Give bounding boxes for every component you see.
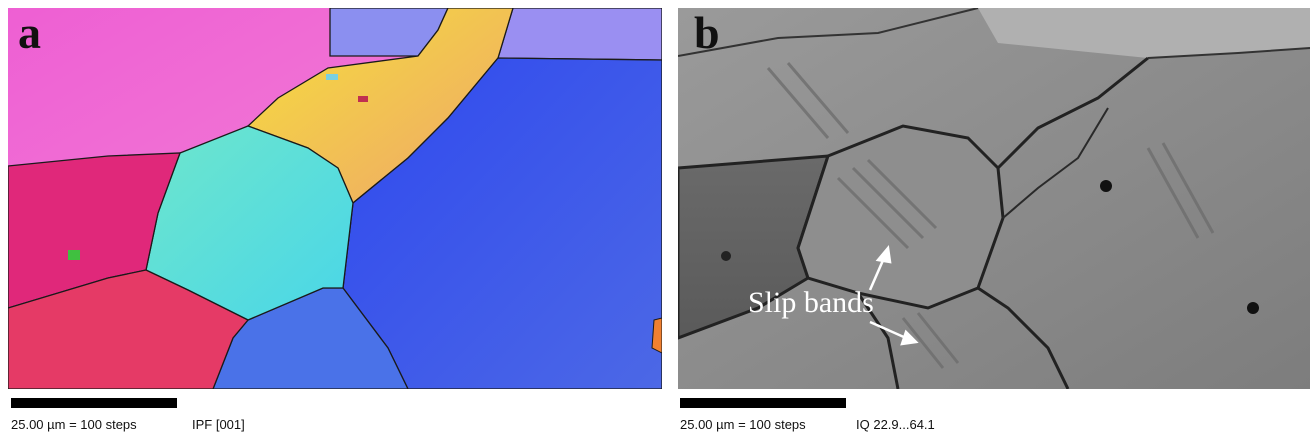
ipf-orientation-map [8,8,662,389]
map-type-label-b: IQ 22.9...64.1 [856,417,935,432]
map-type-label-a: IPF [001] [192,417,245,432]
iq-grain-image [678,8,1310,389]
panel-letter-b: b [694,7,720,58]
scale-text-b: 25.00 µm = 100 steps [680,417,806,432]
ipf-grain-image [8,8,662,389]
scale-text-a: 25.00 µm = 100 steps [11,417,137,432]
panel-a-ipf-map: a 25.00 µm = 100 steps IPF [001] [8,7,662,432]
scale-bar-a [11,398,177,408]
slip-band-arrow-icon [868,245,919,346]
panel-b-iq-map: b Slip bands 25.00 µm = 100 steps IQ 22.… [672,0,1311,439]
slip-bands-label: Slip bands [748,286,874,319]
scale-bar-b [680,398,846,408]
image-quality-map [678,8,1310,389]
panel-letter-a: a [18,7,41,58]
